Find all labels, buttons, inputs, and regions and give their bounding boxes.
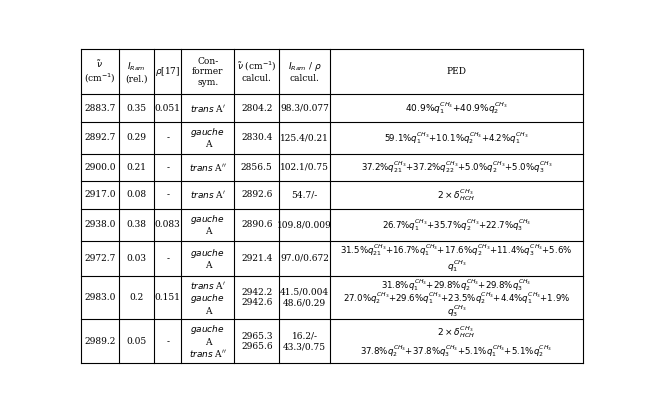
Text: $2\times \delta_{HCH}^{CH_3}$: $2\times \delta_{HCH}^{CH_3}$ <box>437 187 476 203</box>
Text: 0.08: 0.08 <box>126 191 146 200</box>
Text: $q_1^{CH_3}$: $q_1^{CH_3}$ <box>446 258 466 274</box>
Text: 2900.0: 2900.0 <box>84 163 115 172</box>
Text: 54.7/-: 54.7/- <box>292 191 318 200</box>
Text: 0.35: 0.35 <box>126 104 146 113</box>
Text: $I_{Ram}$
(rel.): $I_{Ram}$ (rel.) <box>125 60 148 83</box>
Text: $\mathit{gauche}$
A: $\mathit{gauche}$ A <box>191 126 225 149</box>
Text: $\rho$[17]: $\rho$[17] <box>155 65 180 78</box>
Text: $40.9\%q_1^{CH_3}$+$40.9\%q_2^{CH_3}$: $40.9\%q_1^{CH_3}$+$40.9\%q_2^{CH_3}$ <box>405 100 508 116</box>
Text: -: - <box>166 191 169 200</box>
Text: -: - <box>166 337 169 346</box>
Text: $31.5\%q_{21}^{CH_3}$+$16.7\%q_1^{CH_3}$+$17.6\%q_2^{CH_3}$+$11.4\%q_3^{CH_3}$+$: $31.5\%q_{21}^{CH_3}$+$16.7\%q_1^{CH_3}$… <box>340 242 573 258</box>
Text: 2830.4: 2830.4 <box>241 133 272 142</box>
Text: 2938.0: 2938.0 <box>84 220 115 229</box>
Text: $I_{Ram}$ / $\rho$
calcul.: $I_{Ram}$ / $\rho$ calcul. <box>288 60 321 83</box>
Text: 16.2/-
43.3/0.75: 16.2/- 43.3/0.75 <box>283 332 326 351</box>
Text: -: - <box>166 254 169 263</box>
Text: $\mathit{gauche}$
A: $\mathit{gauche}$ A <box>191 213 225 236</box>
Text: $\mathit{trans}$ A$''$: $\mathit{trans}$ A$''$ <box>189 162 227 173</box>
Text: $37.2\%q_{21}^{CH_3}$+$37.2\%q_{22}^{CH_3}$+$5.0\%q_2^{CH_3}$+$5.0\%q_3^{CH_3}$: $37.2\%q_{21}^{CH_3}$+$37.2\%q_{22}^{CH_… <box>360 160 552 175</box>
Text: 0.2: 0.2 <box>129 293 143 302</box>
Text: PED: PED <box>446 67 467 76</box>
Text: $\mathit{trans}$ A$'$
$\mathit{gauche}$
A: $\mathit{trans}$ A$'$ $\mathit{gauche}$ … <box>190 279 226 316</box>
Text: 0.38: 0.38 <box>126 220 146 229</box>
Text: 0.29: 0.29 <box>126 133 146 142</box>
Text: $q_3^{CH_3}$: $q_3^{CH_3}$ <box>446 303 466 319</box>
Text: $31.8\%q_1^{CH_3}$+$29.8\%q_2^{CH_3}$+$29.8\%q_3^{CH_3}$: $31.8\%q_1^{CH_3}$+$29.8\%q_2^{CH_3}$+$2… <box>381 277 531 293</box>
Text: 2942.2
2942.6: 2942.2 2942.6 <box>241 288 272 307</box>
Text: $\mathit{trans}$ A$'$: $\mathit{trans}$ A$'$ <box>190 189 226 200</box>
Text: Con-
former
sym.: Con- former sym. <box>192 57 224 86</box>
Text: -: - <box>166 133 169 142</box>
Text: 2983.0: 2983.0 <box>84 293 115 302</box>
Text: 2892.7: 2892.7 <box>84 133 115 142</box>
Text: $\mathit{trans}$ A$'$: $\mathit{trans}$ A$'$ <box>190 102 226 113</box>
Text: $59.1\%q_1^{CH_3}$+$10.1\%q_2^{CH_3}$+$4.2\%q_1^{CH_3}$: $59.1\%q_1^{CH_3}$+$10.1\%q_2^{CH_3}$+$4… <box>384 130 529 146</box>
Text: $27.0\%q_2^{CH_3}$+$29.6\%q_1^{CH_3}$+$23.5\%q_2^{CH_3}$+$4.4\%q_1^{CH_3}$+$1.9\: $27.0\%q_2^{CH_3}$+$29.6\%q_1^{CH_3}$+$2… <box>343 290 570 306</box>
Text: $26.7\%q_1^{CH_3}$+$35.7\%q_2^{CH_3}$+$22.7\%q_3^{CH_3}$: $26.7\%q_1^{CH_3}$+$35.7\%q_2^{CH_3}$+$2… <box>382 217 531 233</box>
Text: 2856.5: 2856.5 <box>241 163 273 172</box>
Text: 97.0/0.672: 97.0/0.672 <box>280 254 329 263</box>
Text: 2892.6: 2892.6 <box>241 191 272 200</box>
Text: 2804.2: 2804.2 <box>241 104 272 113</box>
Text: 0.05: 0.05 <box>126 337 146 346</box>
Text: $\tilde{\nu}$ (cm$^{-1}$)
calcul.: $\tilde{\nu}$ (cm$^{-1}$) calcul. <box>237 60 277 84</box>
Text: 0.21: 0.21 <box>126 163 146 172</box>
Text: 0.03: 0.03 <box>126 254 146 263</box>
Text: 98.3/0.077: 98.3/0.077 <box>280 104 329 113</box>
Text: 2989.2: 2989.2 <box>84 337 115 346</box>
Text: 0.051: 0.051 <box>155 104 181 113</box>
Text: 2883.7: 2883.7 <box>84 104 115 113</box>
Text: 2917.0: 2917.0 <box>84 191 115 200</box>
Text: 2921.4: 2921.4 <box>241 254 272 263</box>
Text: $\mathit{gauche}$
A
$\mathit{trans}$ A$''$: $\mathit{gauche}$ A $\mathit{trans}$ A$'… <box>189 323 227 359</box>
Text: 41.5/0.004
48.6/0.29: 41.5/0.004 48.6/0.29 <box>280 288 329 307</box>
Text: 2890.6: 2890.6 <box>241 220 273 229</box>
Text: $37.8\%q_2^{CH_3}$+$37.8\%q_3^{CH_3}$+$5.1\%q_1^{CH_3}$+$5.1\%q_2^{CH_3}$: $37.8\%q_2^{CH_3}$+$37.8\%q_3^{CH_3}$+$5… <box>360 343 553 359</box>
Text: 109.8/0.009: 109.8/0.009 <box>277 220 332 229</box>
Text: 125.4/0.21: 125.4/0.21 <box>280 133 329 142</box>
Text: 2972.7: 2972.7 <box>84 254 115 263</box>
Text: $\mathit{gauche}$
A: $\mathit{gauche}$ A <box>191 246 225 270</box>
Text: $\tilde{\nu}$
(cm$^{-1}$): $\tilde{\nu}$ (cm$^{-1}$) <box>84 58 115 85</box>
Text: 0.083: 0.083 <box>155 220 181 229</box>
Text: 2965.3
2965.6: 2965.3 2965.6 <box>241 332 273 351</box>
Text: -: - <box>166 163 169 172</box>
Text: 102.1/0.75: 102.1/0.75 <box>280 163 329 172</box>
Text: $2\times \delta_{HCH}^{CH_3}$: $2\times \delta_{HCH}^{CH_3}$ <box>437 324 476 340</box>
Text: 0.151: 0.151 <box>155 293 181 302</box>
